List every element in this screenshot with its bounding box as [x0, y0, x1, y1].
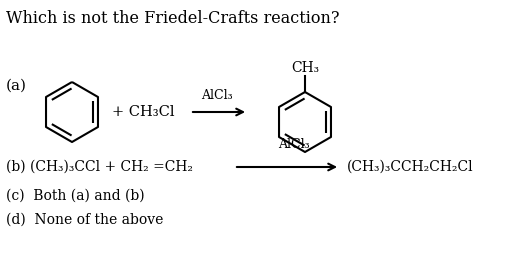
- Text: Which is not the Friedel-Crafts reaction?: Which is not the Friedel-Crafts reaction…: [6, 10, 339, 27]
- Text: (CH₃)₃CCH₂CH₂Cl: (CH₃)₃CCH₂CH₂Cl: [347, 160, 474, 174]
- Text: (a): (a): [6, 79, 27, 93]
- Text: (c)  Both (a) and (b): (c) Both (a) and (b): [6, 189, 144, 203]
- Text: CH₃: CH₃: [291, 61, 319, 75]
- Text: AlCl₃: AlCl₃: [201, 89, 233, 102]
- Text: (d)  None of the above: (d) None of the above: [6, 213, 163, 227]
- Text: + CH₃Cl: + CH₃Cl: [112, 105, 175, 119]
- Text: AlCl₃: AlCl₃: [278, 138, 310, 151]
- Text: (b) (CH₃)₃CCl + CH₂ =CH₂: (b) (CH₃)₃CCl + CH₂ =CH₂: [6, 160, 193, 174]
